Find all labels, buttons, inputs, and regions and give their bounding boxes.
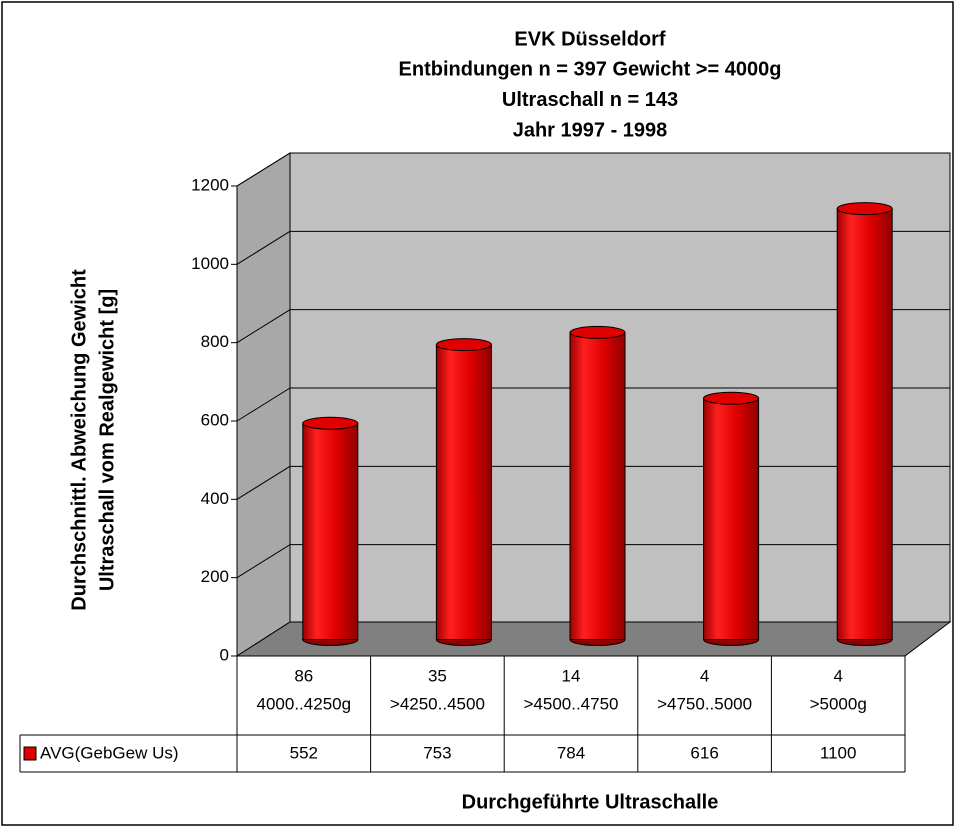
bar-top xyxy=(435,338,492,352)
x-tick-label: 4 xyxy=(833,666,842,685)
legend-label: AVG(GebGew Us) xyxy=(40,743,179,762)
table-value: 753 xyxy=(423,743,451,762)
y-tick-label: 600 xyxy=(201,410,229,429)
y-tick-label: 400 xyxy=(201,489,229,508)
x-axis-label: Durchgeführte Ultraschalle xyxy=(462,791,719,813)
bar-top xyxy=(836,202,893,216)
x-tick-label: >4250..4500 xyxy=(390,694,485,713)
bar xyxy=(703,397,760,640)
y-tick-label: 1200 xyxy=(191,175,229,194)
chart-subtitle: Jahr 1997 - 1998 xyxy=(513,119,668,141)
bar-top xyxy=(302,416,359,430)
x-tick-label: 86 xyxy=(294,666,313,685)
table-value: 616 xyxy=(690,743,718,762)
bar xyxy=(435,344,492,640)
bar xyxy=(569,331,626,640)
y-tick-label: 1000 xyxy=(191,254,229,273)
legend-key xyxy=(23,746,37,761)
y-axis-label-line: Ultraschall vom Realgewicht [g] xyxy=(96,289,118,591)
y-axis-label-line: Durchschnittl. Abweichung Gewicht xyxy=(68,269,90,611)
chart-title: EVK Düsseldorf xyxy=(514,28,665,50)
table-value: 1100 xyxy=(820,743,857,762)
chart-subtitle: Entbindungen n = 397 Gewicht >= 4000g xyxy=(399,58,782,80)
grid-line xyxy=(236,387,291,422)
x-tick-label: 4000..4250g xyxy=(257,694,352,713)
grid-line xyxy=(236,309,291,344)
bar xyxy=(836,208,893,641)
chart-subtitle: Ultraschall n = 143 xyxy=(502,89,678,111)
y-tick-label: 200 xyxy=(201,567,229,586)
y-tick-label: 800 xyxy=(201,332,229,351)
bar xyxy=(302,422,359,640)
x-tick-label: 4 xyxy=(700,666,709,685)
x-tick-label: >4750..5000 xyxy=(657,694,752,713)
y-tick-label: 0 xyxy=(220,645,229,664)
y-axis-label: Durchschnittl. Abweichung Gewicht Ultras… xyxy=(68,269,118,611)
grid-line xyxy=(236,544,291,579)
table-value: 552 xyxy=(290,743,318,762)
bar-top xyxy=(569,325,626,339)
table-value: 784 xyxy=(557,743,585,762)
x-tick-label: >4500..4750 xyxy=(523,694,618,713)
x-tick-label: 35 xyxy=(428,666,447,685)
grid-line xyxy=(236,230,291,265)
grid-line xyxy=(236,465,291,500)
x-tick-label: >5000g xyxy=(810,694,867,713)
grid-line xyxy=(236,152,291,187)
bar-top xyxy=(703,391,760,405)
x-tick-label: 14 xyxy=(562,666,581,685)
